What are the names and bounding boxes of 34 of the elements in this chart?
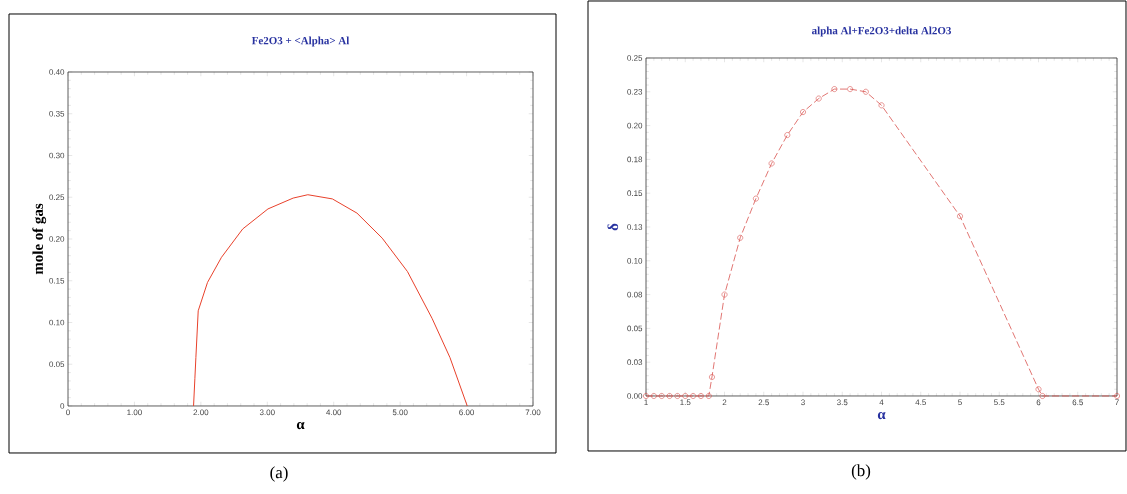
chart-title: alpha Al+Fe2O3+delta Al2O3 bbox=[812, 26, 952, 37]
point bbox=[784, 132, 791, 138]
point bbox=[650, 393, 657, 399]
text: (a) bbox=[270, 466, 288, 482]
point bbox=[737, 234, 744, 241]
point bbox=[1114, 393, 1120, 399]
point bbox=[682, 393, 689, 399]
y-axis-title: mole of gas bbox=[32, 203, 47, 275]
point bbox=[709, 374, 715, 380]
point bbox=[957, 213, 963, 220]
x-axis-title: α bbox=[296, 422, 305, 430]
point bbox=[705, 393, 712, 399]
point bbox=[753, 195, 759, 202]
point bbox=[1035, 386, 1042, 393]
point bbox=[666, 393, 673, 399]
point bbox=[815, 95, 822, 102]
y-axis-title: δ bbox=[607, 223, 619, 231]
x-axis-title: α bbox=[877, 412, 886, 420]
point bbox=[643, 393, 649, 399]
point bbox=[690, 393, 697, 399]
point bbox=[768, 160, 775, 167]
point bbox=[658, 393, 665, 399]
point bbox=[831, 86, 838, 92]
text: (b) bbox=[851, 464, 871, 480]
line-series bbox=[193, 194, 468, 407]
point bbox=[878, 102, 885, 109]
point bbox=[698, 393, 704, 399]
point bbox=[847, 86, 854, 92]
point bbox=[862, 88, 869, 95]
point bbox=[674, 393, 681, 399]
point bbox=[1039, 393, 1046, 399]
chart-title: Fe2O3 + <Alpha> Al bbox=[251, 36, 350, 47]
point bbox=[800, 109, 806, 115]
point bbox=[721, 291, 728, 298]
